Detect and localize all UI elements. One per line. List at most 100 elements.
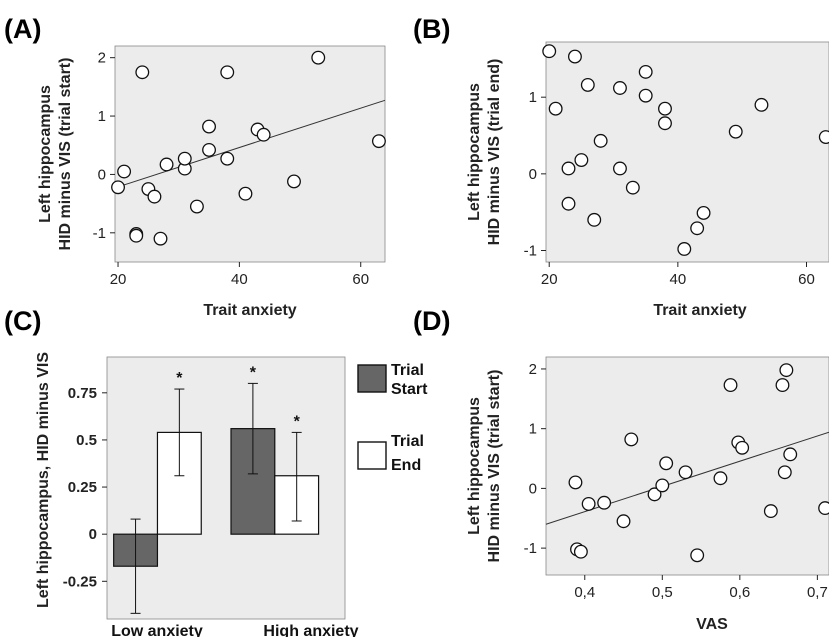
legend-swatch-trial-start: [357, 364, 387, 393]
panel-a-plot-area: [114, 45, 386, 263]
panel-b-data-point: [658, 116, 672, 131]
panel-a-ytick-label: 0: [98, 166, 106, 183]
panel-b-data-point: [542, 44, 557, 59]
panel-d-data-point: [723, 378, 738, 393]
panel-b-data-point: [690, 221, 705, 236]
panel-a-marks: [111, 50, 386, 246]
panel-a-label: (A): [4, 14, 41, 44]
panel-d-xtick-label: 0,4: [574, 584, 595, 601]
panel-d-data-point: [573, 544, 588, 559]
panel-c-significance-star: *: [250, 364, 257, 381]
panel-b-data-point: [728, 124, 743, 139]
panel-d-ylabel-line2: HID minus VIS (trial start): [486, 370, 503, 563]
panel-d-data-point: [713, 471, 728, 486]
panel-c-label: (C): [4, 306, 41, 336]
panel-c: (C) 0.75 0.5 0.25 0 -0.25 * * * Left hippocamp…: [4, 306, 428, 637]
panel-d-data-point: [568, 475, 583, 490]
panel-b-ytick-label: 1: [529, 89, 537, 106]
panel-a-ticks: -1 0 1 2 20 40 60: [93, 50, 369, 288]
panel-c-ticks: 0.75 0.5 0.25 0 -0.25: [63, 385, 107, 590]
panel-d-data-point: [777, 465, 792, 480]
panel-b: (B) -1 0 1 20 40 60 Trait anxiety Left hippoc…: [413, 14, 829, 319]
panel-a-data-point: [153, 231, 168, 246]
panel-d-xtick-label: 0,7: [807, 584, 828, 601]
panel-a-data-point: [287, 174, 301, 189]
panel-b-data-point: [638, 88, 653, 103]
panel-c-legend: Trial Start Trial End: [357, 362, 428, 474]
panel-b-data-point: [587, 212, 602, 227]
panel-c-ytick-label: -0.25: [63, 573, 97, 590]
panel-b-data-point: [625, 180, 640, 195]
panel-d-data-point: [779, 363, 794, 378]
panel-b-ytick-label: -1: [524, 243, 537, 260]
panel-d-ytick-label: 1: [529, 421, 537, 438]
panel-c-category-low: Low anxiety: [111, 623, 203, 637]
panel-a-data-point: [220, 65, 235, 80]
panel-c-significance-star: *: [176, 370, 183, 387]
panel-b-xtick-label: 60: [798, 271, 815, 288]
panel-a-data-point: [159, 157, 174, 172]
panel-d-ticks: -1 0 1 2 0,4 0,5 0,6 0,7: [524, 361, 828, 601]
panel-c-marks: * * *: [113, 364, 320, 614]
panel-a-ytick-label: 1: [98, 108, 106, 125]
panel-d-data-point: [678, 465, 693, 480]
panel-c-ytick-label: 0: [89, 526, 97, 543]
panel-c-significance-star: *: [294, 413, 301, 430]
panel-a: (A) -1 0 1 2 20 40 60 Trait anxiety Left hippo…: [4, 14, 386, 319]
panel-a-ytick-label: -1: [93, 225, 106, 242]
panel-c-ytick-label: 0.25: [68, 479, 97, 496]
panel-d-data-point: [624, 432, 639, 447]
panel-a-data-point: [189, 199, 204, 214]
panel-b-data-point: [548, 101, 563, 116]
legend-swatch-trial-end: [357, 441, 387, 470]
panel-a-data-point: [135, 65, 150, 80]
panel-a-ytick-label: 2: [98, 50, 106, 67]
panel-d-xtick-label: 0,5: [652, 584, 673, 601]
panel-a-data-point: [220, 151, 235, 166]
legend-trial-start-line2: Start: [391, 381, 428, 398]
panel-a-xtick-label: 40: [231, 271, 248, 288]
panel-b-data-point: [638, 64, 653, 79]
panel-b-ticks: -1 0 1 20 40 60: [524, 89, 815, 288]
panel-d-data-point: [763, 504, 778, 519]
panel-d-data-point: [783, 447, 798, 462]
panel-d-ytick-label: -1: [524, 540, 537, 557]
panel-d-marks: [545, 363, 829, 563]
panel-b-data-point: [561, 161, 576, 176]
panel-c-ylabel: Left hippocampus, HID minus VIS: [35, 352, 52, 608]
panel-a-data-point: [311, 50, 326, 65]
panel-b-data-point: [593, 133, 608, 148]
panel-a-ylabel-line2: HID minus VIS (trial start): [57, 58, 74, 251]
legend-trial-end-line2: End: [391, 457, 421, 474]
panel-b-xtick-label: 20: [541, 271, 558, 288]
panel-c-ytick-label: 0.5: [76, 432, 97, 449]
panel-a-data-point: [129, 228, 144, 243]
panel-b-data-point: [818, 130, 829, 145]
panel-a-xtick-label: 20: [110, 271, 127, 288]
panel-a-data-point: [256, 127, 271, 142]
legend-trial-start-line1: Trial: [391, 362, 424, 379]
panel-d-xlabel: VAS: [696, 616, 728, 633]
panel-d: (D) -1 0 1 2 0,4 0,5 0,6 0,7 VAS Left hippocamp…: [413, 306, 829, 633]
panel-d-data-point: [775, 378, 790, 393]
panel-a-data-point: [202, 142, 216, 157]
panel-d-data-point: [597, 495, 612, 510]
panel-a-data-point: [202, 119, 216, 134]
panel-d-data-point: [735, 440, 750, 455]
panel-d-data-point: [647, 487, 662, 502]
panel-a-data-point: [371, 134, 386, 149]
panel-d-data-point: [655, 478, 670, 493]
panel-b-data-point: [574, 153, 589, 167]
panel-a-xlabel: Trait anxiety: [203, 302, 296, 319]
panel-b-data-point: [696, 205, 711, 220]
panel-b-data-point: [580, 77, 595, 92]
panel-d-label: (D): [413, 306, 450, 336]
panel-d-ylabel-line1: Left hippocampus: [466, 397, 483, 535]
panel-b-ylabel-line1: Left hippocampus: [466, 83, 483, 221]
legend-trial-end-line1: Trial: [391, 433, 424, 450]
panel-b-data-point: [658, 101, 672, 116]
panel-b-label: (B): [413, 14, 450, 44]
panel-b-data-point: [613, 81, 627, 95]
panel-a-xtick-label: 60: [352, 271, 369, 288]
